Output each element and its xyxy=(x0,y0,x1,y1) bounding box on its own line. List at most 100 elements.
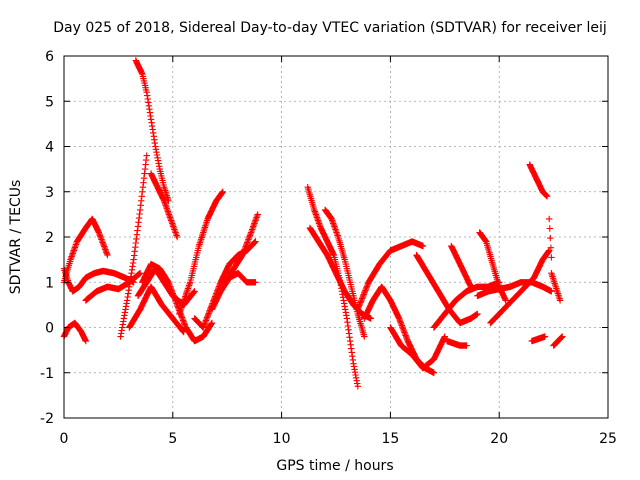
series-arc-05 xyxy=(117,152,150,340)
data-point xyxy=(217,262,232,286)
series-arc-27 xyxy=(487,247,553,327)
y-tick-label: 2 xyxy=(45,230,54,246)
data-point xyxy=(456,315,474,327)
data-point xyxy=(341,288,357,308)
data-point xyxy=(335,233,348,261)
data-point xyxy=(317,224,330,244)
x-tick-label: 5 xyxy=(168,431,177,447)
series-arc-06 xyxy=(132,57,172,204)
data-point xyxy=(95,229,111,257)
data-point xyxy=(354,280,372,313)
data-point xyxy=(147,170,161,190)
series-arc-32 xyxy=(546,215,555,261)
data-point xyxy=(78,328,89,344)
series-arc-21 xyxy=(413,251,481,327)
data-point xyxy=(252,238,259,245)
y-axis-label: SDTVAR / TECUs xyxy=(8,180,24,295)
data-point xyxy=(321,206,335,222)
series-arc-13 xyxy=(221,211,261,286)
data-point xyxy=(254,211,261,218)
data-point xyxy=(506,279,524,290)
data-point xyxy=(147,260,163,272)
data-point xyxy=(539,248,552,263)
data-point xyxy=(361,333,368,340)
data-points xyxy=(60,57,566,390)
data-point xyxy=(350,360,361,387)
data-point xyxy=(548,288,555,295)
data-point xyxy=(304,184,317,212)
series-arc-14 xyxy=(208,270,259,313)
data-point xyxy=(541,333,549,340)
x-tick-label: 0 xyxy=(60,431,69,447)
data-point xyxy=(176,280,193,318)
series-arc-29 xyxy=(528,333,549,345)
data-point xyxy=(454,256,467,276)
data-point xyxy=(487,311,502,327)
data-point xyxy=(419,242,427,250)
data-point xyxy=(463,342,470,349)
data-point xyxy=(441,297,459,318)
data-point xyxy=(247,212,261,236)
data-point xyxy=(387,243,404,254)
data-point xyxy=(441,333,448,340)
data-point xyxy=(489,260,502,289)
series-arc-16 xyxy=(321,206,368,340)
data-point xyxy=(539,188,550,199)
y-tick-label: 0 xyxy=(45,321,54,337)
data-point xyxy=(315,238,330,258)
data-point xyxy=(496,302,511,318)
series-arc-24 xyxy=(443,337,470,349)
data-point xyxy=(156,265,172,285)
series-arc-31 xyxy=(550,333,566,349)
series-arc-18 xyxy=(354,238,427,313)
y-tick-label: 6 xyxy=(45,49,54,65)
series-arc-08 xyxy=(147,170,181,241)
data-point xyxy=(452,288,470,304)
y-tick-label: 1 xyxy=(45,275,54,291)
data-point xyxy=(387,297,402,321)
data-point xyxy=(461,270,474,289)
data-point xyxy=(230,252,246,272)
data-point xyxy=(409,238,426,249)
data-point xyxy=(208,319,216,327)
data-point xyxy=(137,284,154,313)
x-tick-labels: 0 5 10 15 20 25 xyxy=(60,431,617,447)
data-point xyxy=(213,189,226,204)
data-point xyxy=(378,283,394,303)
data-point xyxy=(82,270,98,281)
series-arc-30 xyxy=(548,270,564,304)
data-point xyxy=(167,215,180,239)
data-point xyxy=(154,184,167,203)
data-point xyxy=(200,303,215,331)
data-point xyxy=(82,288,100,304)
data-point xyxy=(82,337,89,345)
y-tick-label: 4 xyxy=(45,140,54,156)
data-point xyxy=(174,233,181,241)
data-point xyxy=(552,283,563,302)
x-tick-label: 20 xyxy=(490,431,508,447)
data-point xyxy=(143,152,150,159)
data-point xyxy=(546,215,555,251)
data-point xyxy=(324,251,339,276)
data-point xyxy=(387,324,404,348)
data-point xyxy=(328,215,341,239)
data-point xyxy=(217,275,232,295)
axis-ticks xyxy=(63,55,609,419)
y-tick-labels: -2 -1 0 1 2 3 4 5 6 xyxy=(40,49,54,427)
x-tick-label: 10 xyxy=(273,431,291,447)
data-point xyxy=(152,143,163,170)
data-point xyxy=(252,279,259,286)
data-point xyxy=(341,256,354,288)
series-arc-03 xyxy=(60,319,89,345)
data-point xyxy=(67,239,80,263)
data-point xyxy=(134,279,150,299)
y-tick-label: -1 xyxy=(40,366,54,382)
data-point xyxy=(123,259,137,304)
data-point xyxy=(104,251,111,259)
data-point xyxy=(139,70,150,94)
data-point xyxy=(354,383,361,390)
data-point xyxy=(60,265,71,284)
data-point xyxy=(160,197,174,221)
data-point xyxy=(73,225,89,245)
data-point xyxy=(398,342,415,358)
